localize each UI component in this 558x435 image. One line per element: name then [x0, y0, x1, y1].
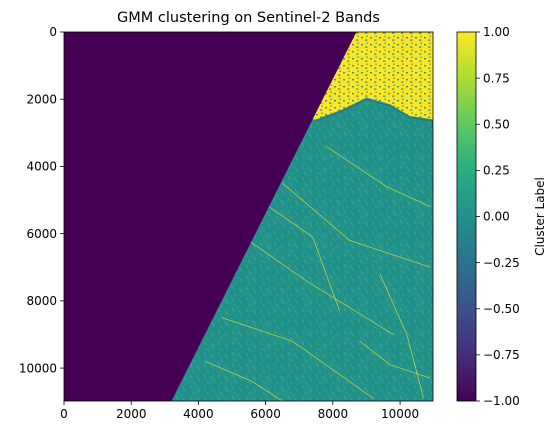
y-tick-label: 6000: [26, 227, 57, 241]
x-tick-label: 4000: [183, 407, 214, 421]
colorbar-tick-label: −0.75: [483, 348, 520, 362]
nodata-region: [64, 32, 357, 401]
ridge-boundary: [315, 98, 433, 122]
colorbar-tick-label: 0.25: [483, 164, 510, 178]
cluster-streak: [325, 145, 431, 208]
colorbar-label: Cluster Label: [533, 177, 547, 256]
cluster-streak: [204, 360, 283, 401]
cluster-streak: [282, 182, 431, 268]
colorbar-tick-label: 0.00: [483, 210, 510, 224]
x-tick-label: 2000: [116, 407, 147, 421]
y-tick-label: 10000: [19, 361, 57, 375]
colorbar-tick-label: −0.25: [483, 256, 520, 270]
x-axis: 0 2000 4000 6000 8000 10000: [60, 401, 419, 421]
colorbar: [456, 31, 477, 402]
cluster-streak: [379, 273, 424, 399]
y-tick-label: 2000: [26, 92, 57, 106]
x-tick-label: 6000: [250, 407, 281, 421]
plot-area: [64, 32, 433, 401]
x-tick-label: 10000: [381, 407, 419, 421]
y-axis: 0 2000 4000 6000 8000 10000: [19, 25, 64, 375]
y-tick-label: 4000: [26, 160, 57, 174]
y-tick-label: 8000: [26, 294, 57, 308]
colorbar-ticks: 1.00 0.75 0.50 0.25 0.00 −0.25 −0.50 −0.75 −1.00: [476, 25, 520, 408]
cluster-streak: [359, 340, 431, 379]
cluster-streak: [221, 317, 374, 399]
x-tick-label: 0: [60, 407, 68, 421]
chart-title: GMM clustering on Sentinel-2 Bands: [117, 10, 380, 26]
colorbar-tick-label: 1.00: [483, 25, 510, 39]
cluster-streak: [238, 233, 394, 335]
cluster-region-yellow: [306, 32, 433, 120]
cluster-streak: [268, 206, 340, 312]
colorbar-tick-label: −0.50: [483, 302, 520, 316]
plot-frame: [63, 31, 434, 402]
colorbar-tick-label: 0.75: [483, 71, 510, 85]
x-tick-label: 8000: [318, 407, 349, 421]
colorbar-tick-label: −1.00: [483, 394, 520, 408]
y-tick-label: 0: [49, 25, 57, 39]
colorbar-tick-label: 0.50: [483, 117, 510, 131]
